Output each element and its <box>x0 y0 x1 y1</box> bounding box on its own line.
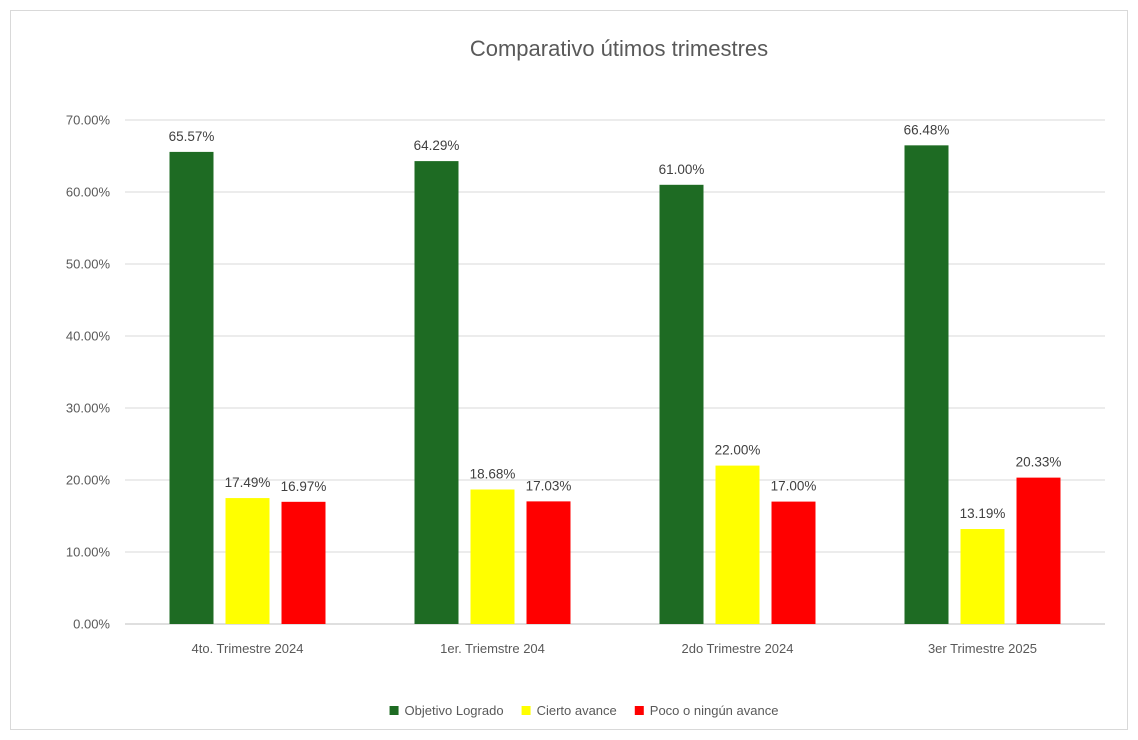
y-tick-label: 60.00% <box>66 185 111 200</box>
data-label: 17.49% <box>225 475 271 490</box>
bar <box>414 161 459 624</box>
data-label: 61.00% <box>659 162 705 177</box>
bar <box>169 151 214 624</box>
legend: Objetivo Logrado Cierto avance Poco o ning… <box>389 703 779 718</box>
bar <box>904 145 949 624</box>
bar <box>960 529 1005 624</box>
bar <box>1016 477 1061 624</box>
legend-swatch <box>634 706 644 715</box>
bar <box>526 501 571 624</box>
legend-swatch <box>521 706 531 715</box>
bar <box>715 465 760 624</box>
legend-label: Poco o ningún avance <box>650 703 779 718</box>
data-label: 17.00% <box>771 479 817 494</box>
y-tick-label: 20.00% <box>66 473 111 488</box>
data-label: 17.03% <box>526 478 572 493</box>
x-tick-label: 2do Trimestre 2024 <box>681 641 793 656</box>
bar <box>771 501 816 624</box>
x-tick-label: 1er. Triemstre 204 <box>440 641 545 656</box>
legend-label: Objetivo Logrado <box>405 703 504 718</box>
data-label: 20.33% <box>1016 455 1062 470</box>
chart-title: Comparativo útimos trimestres <box>470 36 768 61</box>
data-label: 22.00% <box>715 443 761 458</box>
bar <box>659 184 704 625</box>
bar <box>225 498 270 624</box>
x-tick-label: 3er Trimestre 2025 <box>928 641 1037 656</box>
legend-label: Cierto avance <box>537 703 617 718</box>
legend-swatch <box>389 706 399 715</box>
data-label: 66.48% <box>904 122 950 137</box>
bar <box>470 489 515 624</box>
y-tick-label: 70.00% <box>66 113 111 128</box>
y-tick-label: 50.00% <box>66 257 111 272</box>
data-label: 13.19% <box>960 506 1006 521</box>
data-label: 16.97% <box>281 479 327 494</box>
x-tick-label: 4to. Trimestre 2024 <box>192 641 304 656</box>
y-tick-label: 0.00% <box>73 617 110 632</box>
legend-item: Poco o ningún avance <box>634 703 779 718</box>
legend-item: Cierto avance <box>521 703 617 718</box>
y-tick-label: 40.00% <box>66 329 111 344</box>
legend-item: Objetivo Logrado <box>389 703 504 718</box>
y-tick-label: 10.00% <box>66 545 111 560</box>
y-tick-label: 30.00% <box>66 401 111 416</box>
data-label: 18.68% <box>470 467 516 482</box>
bar <box>281 501 326 624</box>
data-label: 65.57% <box>169 129 215 144</box>
data-label: 64.29% <box>414 138 460 153</box>
